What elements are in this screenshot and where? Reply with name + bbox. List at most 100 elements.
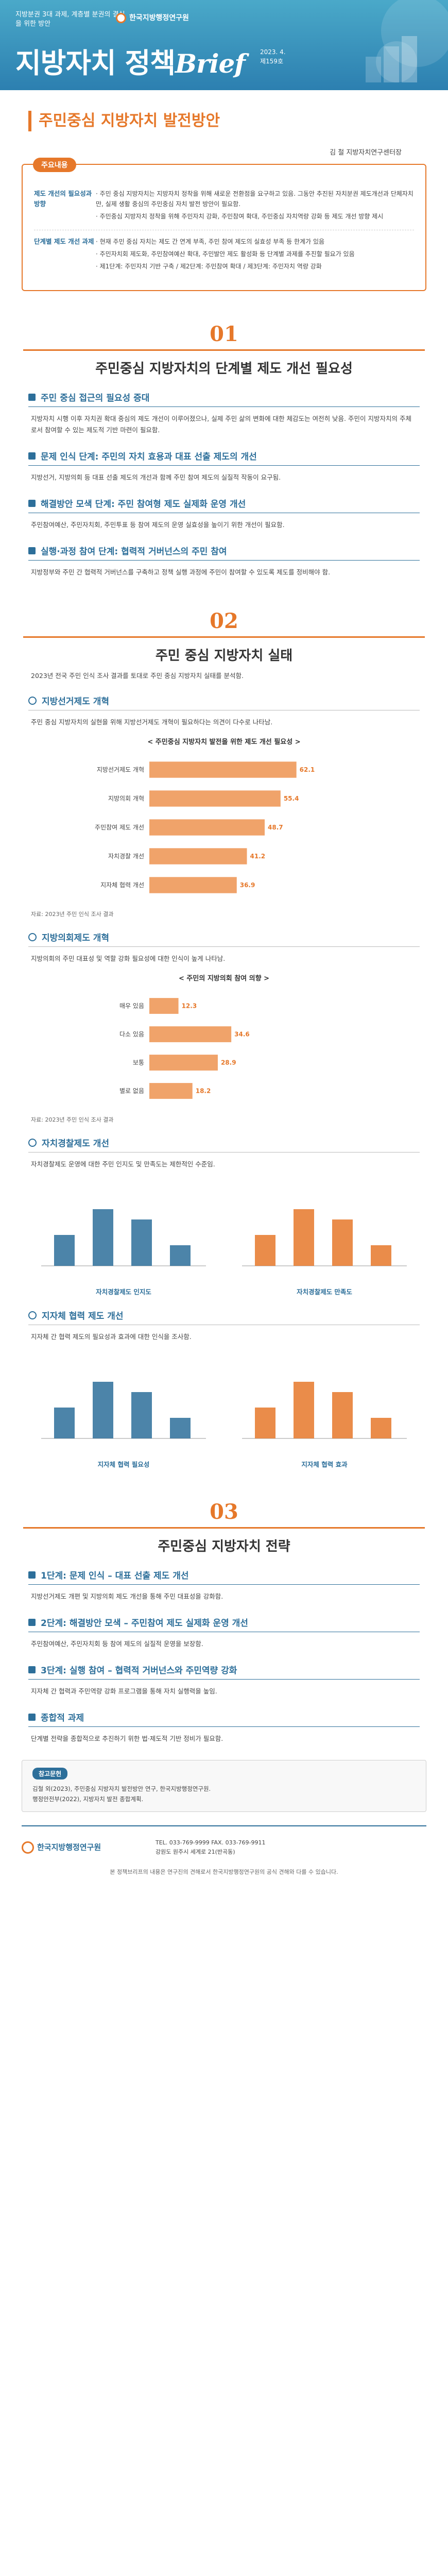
paragraph: 2023년 전국 주민 인식 조사 결과를 토대로 주민 중심 지방자치 실태를… — [31, 672, 244, 680]
chart-pair: 지자체 협력 필요성 지자체 협력 효과 — [31, 1351, 417, 1469]
brief-header: 지방분권 3대 과제, 계층별 분권의 결실을 위한 방안 한국지방행정연구원 … — [0, 0, 448, 90]
bar-label: 주민참여 제도 개선 — [95, 824, 144, 831]
section-title: 주민중심 지방자치의 단계별 제도 개선 필요성 — [95, 361, 353, 377]
subheading: 해결방안 모색 단계: 주민 참여형 제도 실제화 운영 개선 — [28, 497, 420, 513]
bar — [149, 848, 247, 865]
bar — [149, 790, 281, 807]
column — [93, 1209, 113, 1266]
column — [131, 1392, 152, 1438]
section-divider — [23, 636, 425, 638]
bar-label: 지자체 협력 개선 — [100, 882, 144, 889]
chart-caption: 지자체 협력 효과 — [301, 1461, 348, 1468]
data-label: 41.2 — [250, 853, 266, 860]
subheading: 지방선거제도 개혁 — [28, 694, 420, 710]
chart-note: 자료: 2023년 주민 인식 조사 결과 — [31, 911, 114, 918]
bullet-circle-icon — [28, 1138, 37, 1147]
column — [371, 1418, 391, 1438]
header-tagline: 지방분권 3대 과제, 계층별 분권의 결실을 위한 방안 — [15, 11, 125, 28]
bar-label: 지방의회 개혁 — [108, 795, 144, 802]
data-label: 48.7 — [268, 824, 283, 831]
summary-box: 주요내용 제도 개선의 필요성과 방향 · 주민 중심 지방자치는 지방자치 정… — [22, 158, 426, 291]
reference-item: 행정안전부(2022), 지방자치 발전 종합계획. — [32, 1795, 144, 1803]
summary-row: 제도 개선의 필요성과 방향 · 주민 중심 지방자치는 지방자치 정착을 위해… — [34, 182, 414, 230]
section-01: 01 주민중심 지방자치의 단계별 제도 개선 필요성 — [0, 322, 448, 377]
subheading: 문제 인식 단계: 주민의 자치 효용과 대표 선출 제도의 개선 — [28, 449, 420, 466]
header-org: 한국지방행정연구원 — [116, 12, 189, 23]
section-number: 03 — [210, 1500, 238, 1524]
column — [294, 1209, 314, 1266]
section-03: 03 주민중심 지방자치 전략 — [0, 1500, 448, 1555]
section-number: 02 — [210, 609, 238, 633]
summary-row: 단계별 제도 개선 과제 · 현재 주민 중심 자치는 제도 간 연계 부족, … — [34, 230, 414, 280]
chart-pair: 자치경찰제도 인지도 자치경찰제도 만족도 — [31, 1178, 417, 1296]
references-label: 참고문헌 — [32, 1768, 68, 1780]
paragraph: 지자체 간 협력과 주민역량 강화 프로그램을 통해 자치 실행력을 높임. — [31, 1687, 217, 1695]
section-number: 01 — [210, 322, 238, 346]
chart-caption: 자치경찰제도 인지도 — [96, 1288, 151, 1296]
reference-item: 김철 외(2023), 주민중심 지방자치 발전방안 연구, 한국지방행정연구원… — [32, 1785, 211, 1792]
summary-key: 단계별 제도 개선 과제 — [34, 238, 94, 245]
bullet-square-icon — [28, 452, 36, 460]
bar — [149, 1026, 232, 1042]
bar — [149, 819, 265, 836]
chart-note: 자료: 2023년 주민 인식 조사 결과 — [31, 1116, 114, 1123]
column — [170, 1418, 191, 1438]
column — [54, 1235, 75, 1266]
data-label: 12.3 — [182, 1003, 197, 1010]
paragraph: 지방정부와 주민 간 협력적 거버넌스를 구축하고 정책 실행 과정에 주민이 … — [31, 568, 331, 576]
paragraph: 지자체 간 협력 제도의 필요성과 효과에 대한 인식을 조사함. — [31, 1333, 192, 1341]
bar — [149, 1055, 218, 1071]
page: 지방분권 3대 과제, 계층별 분권의 결실을 위한 방안 한국지방행정연구원 … — [0, 0, 448, 1875]
bullet-square-icon — [28, 1618, 36, 1626]
paragraph: 자치경찰제도 운영에 대한 주민 인지도 및 만족도는 제한적인 수준임. — [31, 1160, 215, 1168]
column — [332, 1219, 353, 1266]
chart-half: 자치경찰제도 인지도 — [31, 1178, 216, 1296]
chart-2: < 주민의 지방의회 참여 의향 > 매우 있음 12.3 다소 있음 34.6 보통 2… — [31, 973, 417, 1124]
bar-label: 별로 없음 — [119, 1088, 144, 1095]
column-chart — [41, 1382, 206, 1439]
subheading: 2단계: 해결방안 모색 – 주민참여 제도 실제화 운영 개선 — [28, 1616, 420, 1632]
column — [93, 1382, 113, 1438]
column — [255, 1235, 275, 1266]
subheading: 지자체 협력 제도 개선 — [28, 1309, 420, 1325]
section-divider — [23, 1527, 425, 1529]
subheading: 지방의회제도 개혁 — [28, 930, 420, 947]
bar — [149, 761, 297, 778]
bullet-square-icon — [28, 499, 36, 507]
subheading: 실행·과정 참여 단계: 협력적 거버넌스의 주민 참여 — [28, 544, 420, 561]
section-02: 02 주민 중심 지방자치 실태 — [0, 609, 448, 664]
subheading: 자치경찰제도 개선 — [28, 1136, 420, 1153]
chart-1: < 주민중심 지방자치 발전을 위한 제도 개선 필요성 > 지방선거제도 개혁… — [31, 736, 417, 918]
column — [294, 1382, 314, 1438]
bullet-circle-icon — [28, 696, 37, 705]
bar-label: 다소 있음 — [119, 1031, 144, 1038]
chart-title: < 주민의 지방의회 참여 의향 > — [179, 975, 269, 982]
subheading: 1단계: 문제 인식 – 대표 선출 제도 개선 — [28, 1568, 420, 1585]
column — [54, 1408, 75, 1438]
brief-title: 지방자치 정책Brief — [15, 47, 246, 79]
bar — [149, 998, 179, 1014]
section-title: 주민중심 지방자치 전략 — [158, 1539, 290, 1554]
bullet-square-icon — [28, 1666, 36, 1673]
subheading: 주민 중심 접근의 필요성 증대 — [28, 391, 420, 407]
data-label: 28.9 — [221, 1059, 236, 1066]
summary-key: 제도 개선의 필요성과 방향 — [34, 190, 92, 208]
bar — [149, 1083, 193, 1099]
chart-caption: 지자체 협력 필요성 — [97, 1461, 150, 1468]
summary-label: 주요내용 — [33, 158, 76, 172]
paragraph: 지방선거제도 개편 및 지방의회 제도 개선을 통해 주민 대표성을 강화함. — [31, 1592, 223, 1600]
data-label: 36.9 — [240, 882, 255, 889]
copyright: 본 정책브리프의 내용은 연구진의 견해로서 한국지방행정연구원의 공식 견해와… — [110, 1869, 338, 1875]
header-decoration — [366, 0, 448, 82]
chart-title: < 주민중심 지방자치 발전을 위한 제도 개선 필요성 > — [147, 738, 301, 746]
bar-label: 자치경찰 개선 — [108, 853, 144, 860]
bullet-square-icon — [28, 393, 36, 401]
org-logo-icon — [116, 13, 126, 23]
column — [170, 1245, 191, 1266]
subheading: 종합적 과제 — [28, 1710, 420, 1727]
bullet-square-icon — [28, 1571, 36, 1579]
data-label: 34.6 — [234, 1031, 250, 1038]
summary-value: · 현재 주민 중심 자치는 제도 간 연계 부족, 주민 참여 제도의 실효성… — [96, 238, 355, 270]
summary-value: · 주민 중심 지방자치는 지방자치 정착을 위해 새로운 전환점을 요구하고 … — [96, 190, 413, 220]
footer-contact: TEL. 033-769-9999 FAX. 033-769-9911 강원도 … — [156, 1839, 266, 1855]
